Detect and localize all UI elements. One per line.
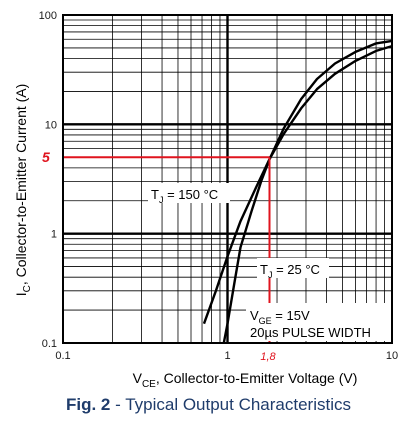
y-tick-label: 10 xyxy=(45,119,57,131)
marker-y-label: 5 xyxy=(42,149,50,165)
conditions-bg xyxy=(246,303,391,341)
x-tick-label: 1 xyxy=(224,350,230,362)
y-tick-label: 0.1 xyxy=(42,338,57,350)
tj25-label: TJ = 25 °C xyxy=(260,262,320,280)
x-tick-label: 0.1 xyxy=(55,350,70,362)
y-tick-label: 100 xyxy=(39,10,57,22)
tj25-label-bg xyxy=(257,258,329,278)
series-line-1 xyxy=(202,44,393,325)
curves xyxy=(202,39,393,344)
figure-number: Fig. 2 xyxy=(65,395,111,414)
y-axis-title: IC, Collector-to-Emitter Current (A) xyxy=(13,84,33,297)
vge-label: VGE = 15V xyxy=(250,308,310,326)
tj150-label-bg xyxy=(148,183,230,203)
tj150-label: TJ = 150 °C xyxy=(151,187,218,205)
series-line-2 xyxy=(222,39,393,344)
figure-caption: Fig. 2 - Typical Output Characteristics xyxy=(0,395,417,415)
x-tick-label: 10 xyxy=(386,350,398,362)
tick-labels: 0.1 1 10 0.1 1 10 100 xyxy=(39,10,398,362)
major-grid xyxy=(63,15,392,343)
plot-frame xyxy=(62,14,393,344)
pulse-width-label: 20µs PULSE WIDTH xyxy=(250,325,371,340)
marker-x-label: 1,8 xyxy=(260,351,276,363)
x-axis-title: VCE, Collector-to-Emitter Voltage (V) xyxy=(133,370,358,390)
figure-title: - Typical Output Characteristics xyxy=(110,395,351,414)
y-tick-label: 1 xyxy=(51,229,57,241)
